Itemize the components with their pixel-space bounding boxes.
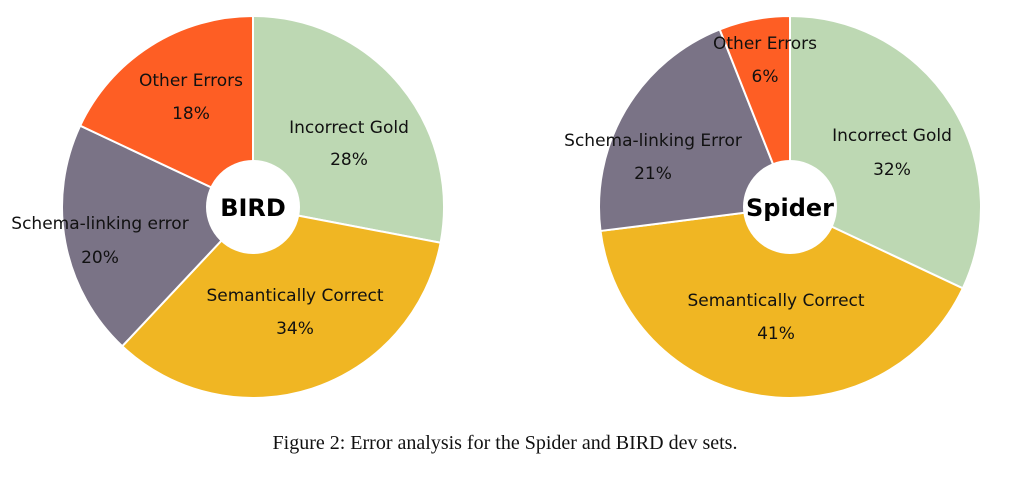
pie-charts: Incorrect Gold 28% Semantically Correct 34%… (11, 14, 982, 399)
pie-bird: Incorrect Gold 28% Semantically Correct 34%… (11, 14, 445, 399)
slice-label-other-errors: Other Errors (713, 34, 817, 54)
slice-label-other-errors: Other Errors (139, 71, 243, 91)
slice-other-errors (78, 14, 254, 209)
center-hole (206, 160, 300, 254)
slice-label-incorrect-gold: Incorrect Gold (289, 118, 409, 138)
chart-title: BIRD (220, 194, 286, 222)
slice-schema-linking-error (61, 124, 255, 348)
slice-label-semantically-correct: Semantically Correct (687, 291, 864, 311)
slice-percent-incorrect-gold: 32% (873, 160, 911, 180)
chart-title: Spider (746, 194, 834, 222)
slice-incorrect-gold (789, 14, 982, 290)
slice-percent-semantically-correct: 34% (276, 319, 314, 339)
slice-semantically-correct (599, 205, 965, 399)
slice-percent-semantically-correct: 41% (757, 324, 795, 344)
slice-incorrect-gold (252, 14, 445, 244)
slice-schema-linking-error (598, 28, 792, 233)
slice-label-incorrect-gold: Incorrect Gold (832, 126, 952, 146)
slice-percent-incorrect-gold: 28% (330, 150, 368, 170)
slice-semantically-correct (120, 205, 442, 399)
pie-spider: Incorrect Gold 32% Semantically Correct 41%… (564, 14, 982, 399)
slice-percent-schema-linking-error: 21% (634, 164, 672, 184)
slice-percent-schema-linking-error: 20% (81, 248, 119, 268)
figure-caption: Figure 2: Error analysis for the Spider … (272, 432, 738, 454)
slice-label-schema-linking-error: Schema-linking error (11, 214, 188, 234)
slice-label-schema-linking-error: Schema-linking Error (564, 131, 742, 151)
slice-percent-other-errors: 18% (172, 104, 210, 124)
slice-percent-other-errors: 6% (752, 67, 779, 87)
slice-other-errors (718, 14, 791, 208)
center-hole (743, 160, 837, 254)
slice-label-semantically-correct: Semantically Correct (206, 286, 383, 306)
